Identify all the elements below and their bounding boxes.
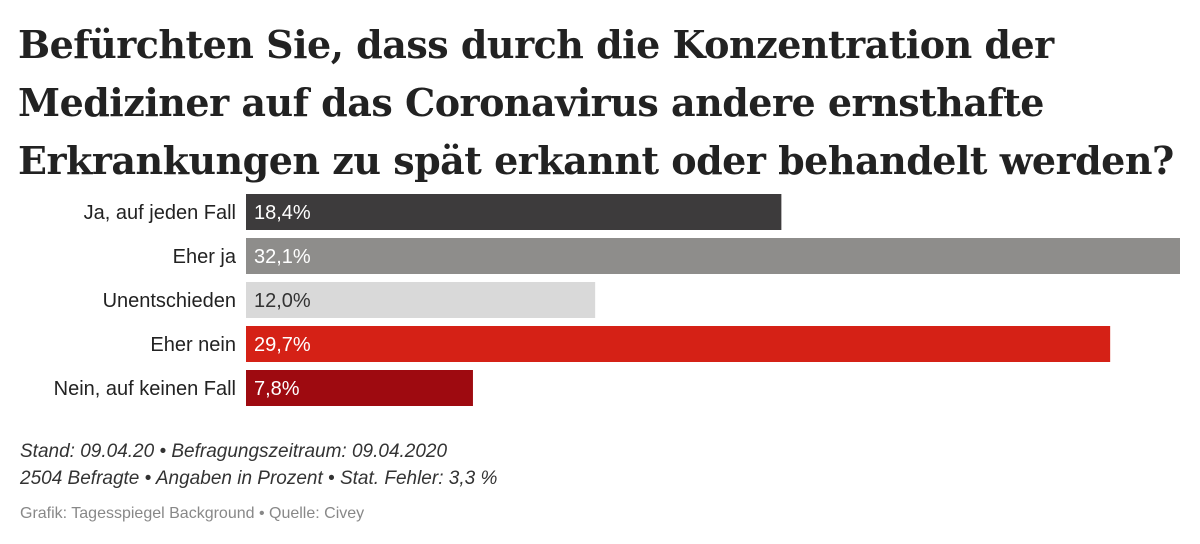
category-label: Nein, auf keinen Fall [54, 378, 236, 400]
bar-chart: Ja, auf jeden Fall 18,4% Eher ja 32,1% Unent… [54, 194, 1180, 406]
category-label: Unentschieden [103, 290, 236, 312]
survey-info-details: 2504 Befragte • Angaben in Prozent • Sta… [20, 468, 498, 489]
value-label: 32,1% [254, 246, 311, 268]
bar [246, 238, 1180, 274]
bar [246, 370, 473, 406]
bar [246, 282, 596, 318]
source-credit: Grafik: Tagesspiegel Background • Quelle… [20, 505, 365, 522]
value-label: 18,4% [254, 202, 311, 224]
value-label: 7,8% [254, 378, 300, 400]
chart-title: Befürchten Sie, dass durch die Konzentra… [18, 22, 1174, 183]
survey-info-date: Stand: 09.04.20 • Befragungszeitraum: 09… [20, 441, 448, 462]
bar [246, 194, 782, 230]
category-label: Eher nein [150, 334, 236, 356]
category-label: Eher ja [173, 246, 237, 268]
category-label: Ja, auf jeden Fall [84, 202, 236, 224]
value-label: 29,7% [254, 334, 311, 356]
bar [246, 326, 1111, 362]
value-label: 12,0% [254, 290, 311, 312]
